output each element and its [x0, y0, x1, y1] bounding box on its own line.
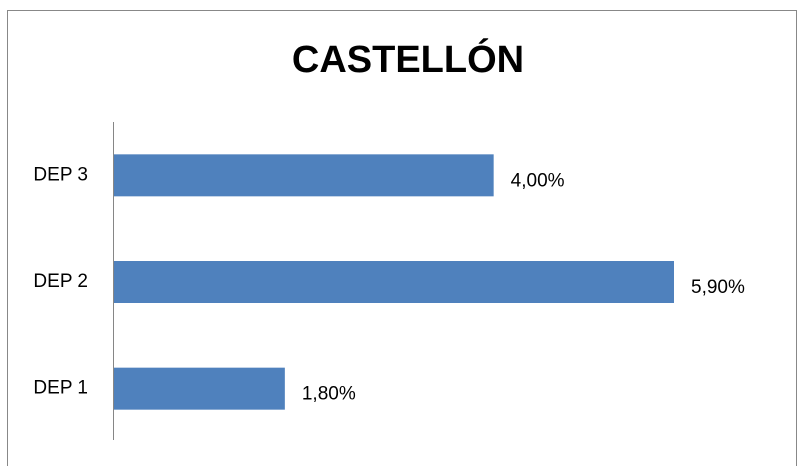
bar: [114, 367, 285, 410]
data-label: 4,00%: [511, 170, 565, 191]
y-tick-label: DEP 1: [33, 378, 88, 399]
data-label: 5,90%: [691, 277, 745, 298]
data-label: 1,80%: [302, 384, 356, 405]
chart-title: CASTELLÓN: [292, 37, 524, 81]
y-tick-label: DEP 3: [33, 164, 88, 185]
bar: [114, 154, 494, 197]
y-tick-label: DEP 2: [33, 271, 88, 292]
bar: [114, 261, 674, 303]
